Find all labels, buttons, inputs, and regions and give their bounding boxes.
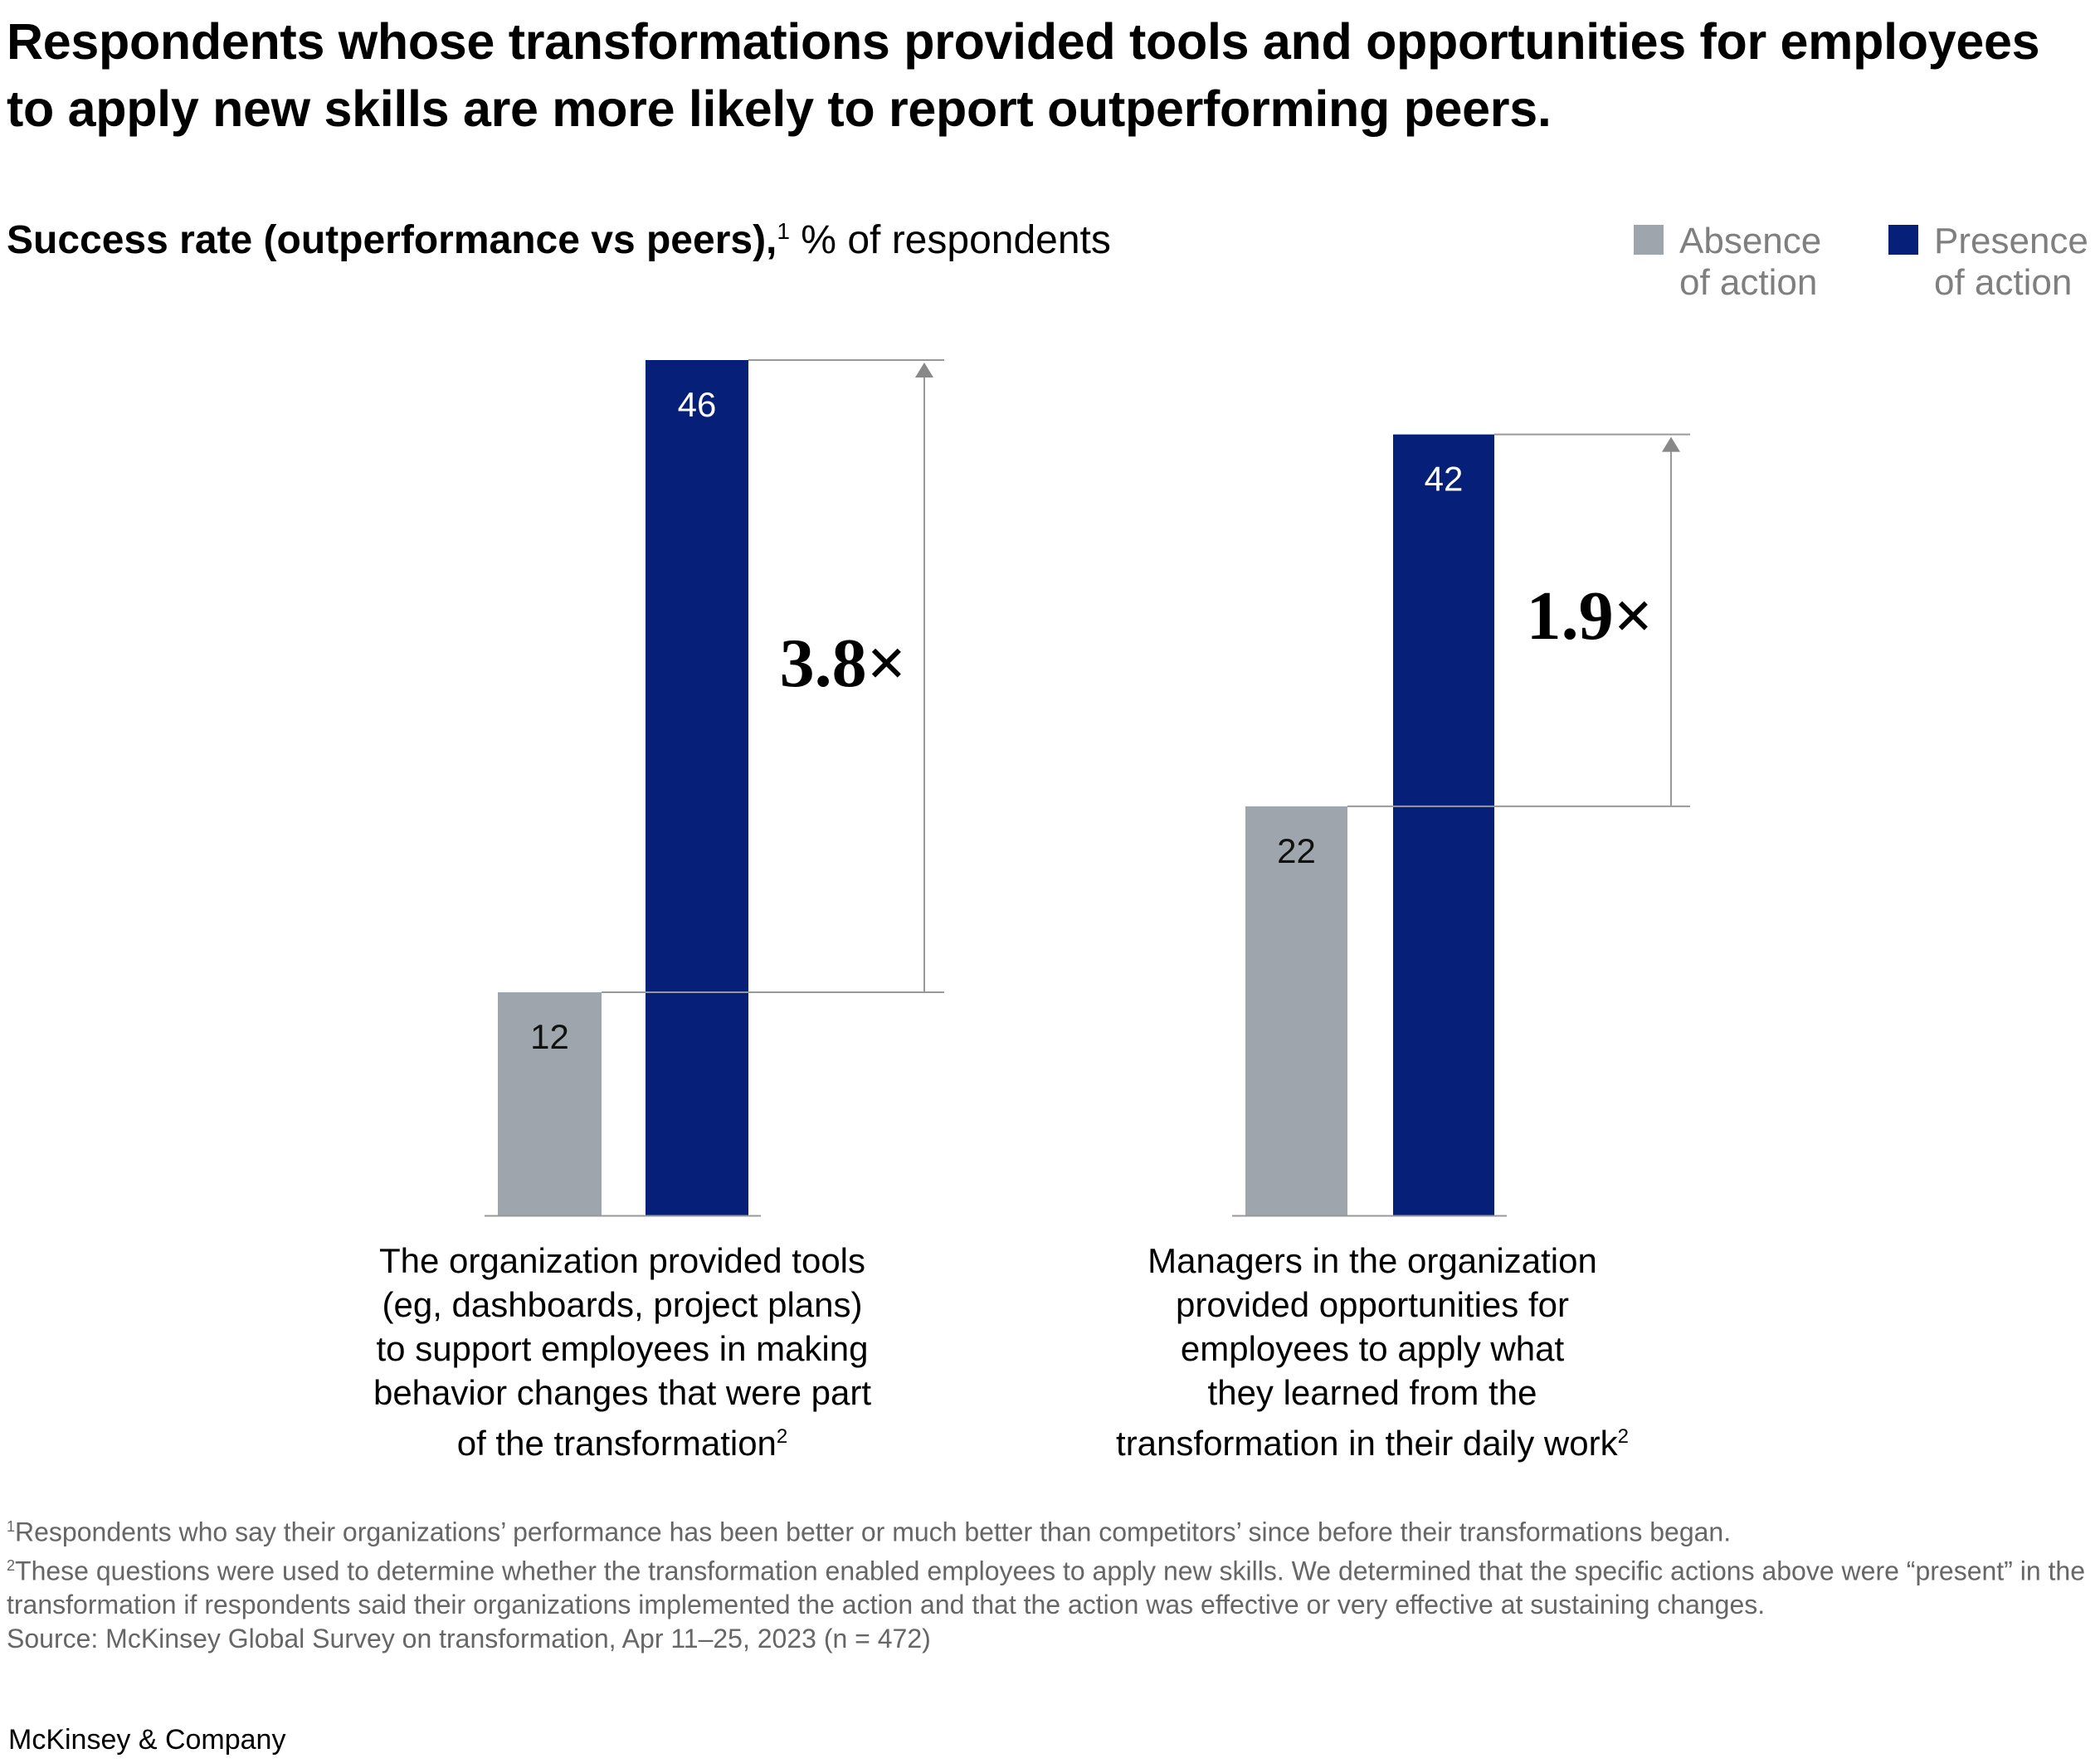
category-label-line: provided opportunities for	[1176, 1285, 1569, 1324]
footnote-2: 2These questions were used to determine …	[7, 1549, 2098, 1622]
source-text: Source: McKinsey Global Survey on transf…	[7, 1623, 931, 1653]
category-label-2: Managers in the organization provided opp…	[1057, 1239, 1688, 1465]
legend-swatch-absence	[1634, 225, 1664, 255]
value-label-absence-1: 12	[530, 1017, 569, 1056]
legend-presence-line2: of action	[1934, 262, 2073, 303]
legend-swatch-presence	[1888, 225, 1918, 255]
category-label-line: behavior changes that were part	[373, 1373, 872, 1412]
category-label-line: transformation in their daily work2	[1116, 1424, 1629, 1463]
subtitle-bold: Success rate (outperformance vs peers),	[7, 218, 777, 262]
subtitle-footnote-ref: 1	[777, 218, 790, 244]
legend-label-presence: Presence of action	[1934, 221, 2100, 304]
category-label-line: The organization provided tools	[378, 1241, 866, 1280]
value-label-presence-2: 42	[1425, 460, 1464, 499]
brand-logo-text: McKinsey & Company	[8, 1724, 286, 1756]
bar-presence-1	[646, 360, 748, 1215]
category-label-line: Managers in the organization	[1147, 1241, 1597, 1280]
footnotes: 1Respondents who say their organizations…	[7, 1510, 2098, 1655]
subtitle-unit: % of respondents	[789, 218, 1111, 262]
footnote-1-text: Respondents who say their organizations’…	[15, 1517, 1732, 1547]
legend-absence-line1: Absence	[1679, 221, 1822, 261]
category-footnote-ref: 2	[776, 1425, 788, 1448]
footnote-2-marker: 2	[7, 1557, 16, 1575]
chart-title: Respondents whose transformations provid…	[7, 13, 2040, 137]
bar-presence-2	[1393, 434, 1494, 1215]
bar-absence-1	[498, 992, 602, 1215]
category-label-1: The organization provided tools (eg, dash…	[307, 1239, 938, 1465]
value-label-presence-1: 46	[678, 385, 717, 424]
value-label-absence-2: 22	[1277, 831, 1316, 870]
bar-absence-2	[1245, 806, 1347, 1215]
category-label-line: (eg, dashboards, project plans)	[382, 1285, 863, 1324]
category-label-line: they learned from the	[1207, 1373, 1537, 1412]
arrow-up-icon	[915, 363, 933, 377]
footnote-1-marker: 1	[7, 1518, 16, 1535]
footnote-1: 1Respondents who say their organizations…	[7, 1510, 2098, 1549]
category-label-line: employees to apply what	[1180, 1329, 1565, 1368]
legend-presence-line1: Presence	[1934, 221, 2088, 261]
category-label-line: of the transformation2	[456, 1424, 788, 1463]
chart-subtitle: Success rate (outperformance vs peers),1…	[7, 217, 1111, 263]
legend-label-absence: Absence of action	[1679, 221, 1845, 304]
category-footnote-ref: 2	[1617, 1425, 1629, 1448]
arrow-up-icon	[1662, 436, 1680, 452]
multiplier-label-2: 1.9×	[1527, 577, 1654, 655]
multiplier-label-1: 3.8×	[780, 625, 907, 702]
legend-absence-line2: of action	[1679, 262, 1818, 303]
footnote-2-text: These questions were used to determine w…	[7, 1556, 2085, 1620]
source-note: Source: McKinsey Global Survey on transf…	[7, 1622, 2098, 1656]
category-label-line: to support employees in making	[376, 1329, 869, 1368]
bar-chart: 12 46 3.8× 22 42 1.9×	[485, 359, 1690, 1217]
